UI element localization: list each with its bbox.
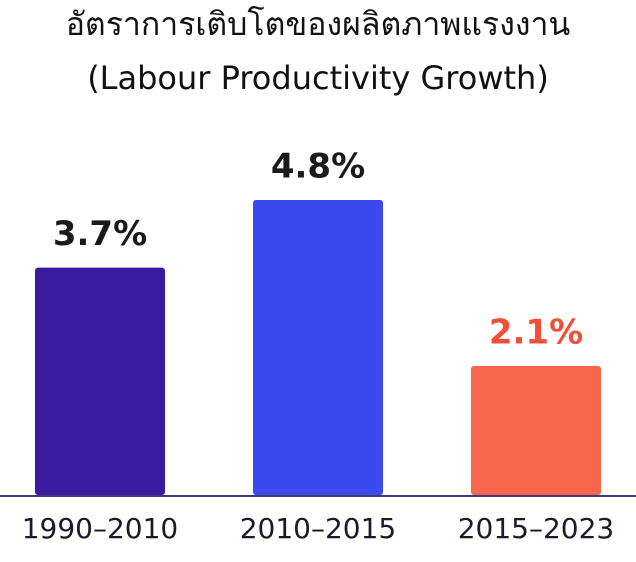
value-label: 3.7%	[53, 214, 147, 254]
x-tick-label: 2015–2023	[458, 512, 615, 545]
value-label: 2.1%	[489, 312, 583, 352]
x-tick-label: 1990–2010	[22, 512, 179, 545]
bar	[35, 267, 165, 495]
chart-title: อัตราการเติบโตของผลิตภาพแรงงาน	[66, 5, 571, 43]
chart-subtitle: (Labour Productivity Growth)	[87, 59, 549, 97]
bar	[253, 200, 383, 495]
value-label: 4.8%	[271, 147, 365, 187]
x-tick-label: 2010–2015	[240, 512, 397, 545]
bar	[471, 365, 601, 495]
